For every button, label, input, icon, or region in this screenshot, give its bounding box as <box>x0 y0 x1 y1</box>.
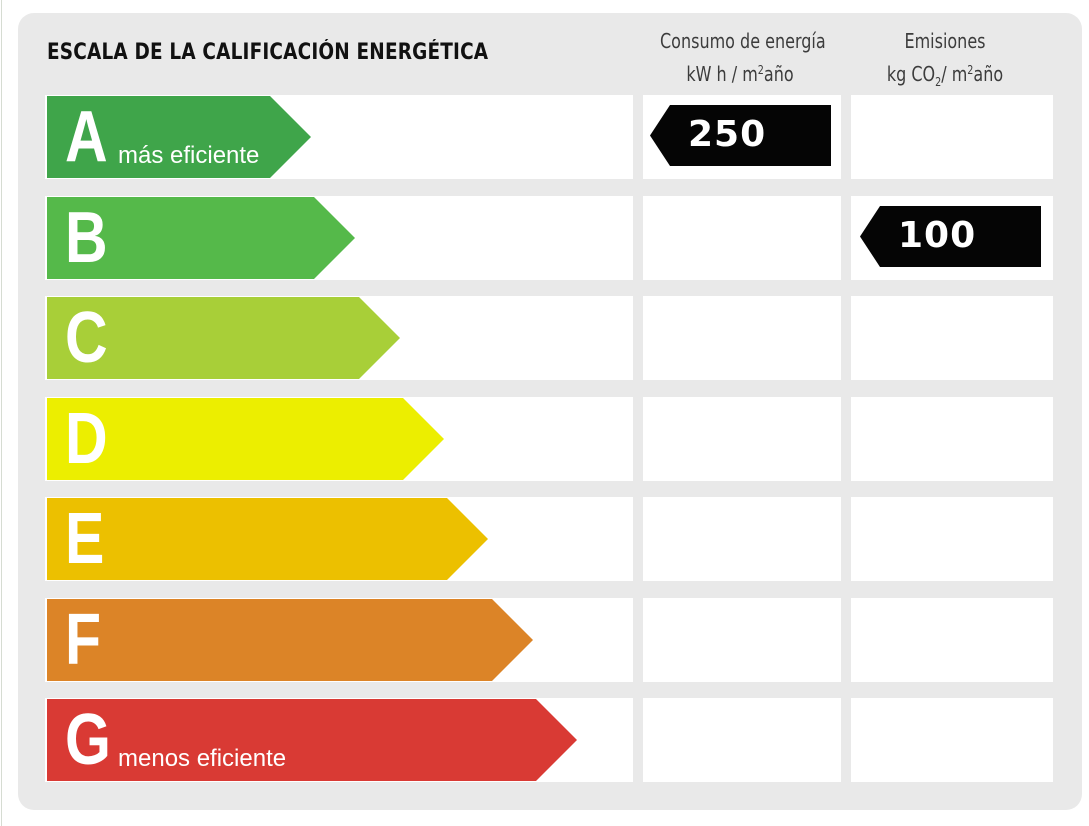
band-letter: C <box>65 298 108 378</box>
consumo-cell-e <box>643 497 841 581</box>
emisiones-rating-arrow: 100 <box>860 206 1041 267</box>
band-letter: F <box>65 600 102 680</box>
band-letter: E <box>65 499 105 579</box>
consumo-cell-b <box>643 196 841 280</box>
band-c: C <box>47 297 400 379</box>
emisiones-cell-d <box>851 397 1053 481</box>
band-letter: G <box>65 700 111 780</box>
column-header-emisiones-title: Emisiones <box>904 29 986 53</box>
band-d: D <box>47 398 444 480</box>
band-letter: D <box>65 399 108 479</box>
band-letter: A <box>65 97 108 177</box>
emisiones-cell-c <box>851 296 1053 380</box>
column-header-consumo-unit: kW h / m2año <box>686 62 794 86</box>
emisiones-cell-f <box>851 598 1053 682</box>
band-b: B <box>47 197 355 279</box>
consumo-rating-value: 250 <box>688 114 767 155</box>
consumo-cell-f <box>643 598 841 682</box>
band-note: menos eficiente <box>118 745 287 772</box>
band-letter: B <box>65 198 108 278</box>
left-edge-line <box>1 0 2 826</box>
consumo-rating-arrow: 250 <box>650 105 831 166</box>
emisiones-rating-value: 100 <box>898 215 977 256</box>
emisiones-cell-a <box>851 95 1053 179</box>
scale-title: ESCALA DE LA CALIFICACIÓN ENERGÉTICA <box>47 40 489 65</box>
consumo-cell-g <box>643 698 841 782</box>
column-header-consumo-title: Consumo de energía <box>660 29 826 53</box>
consumo-cell-c <box>643 296 841 380</box>
column-header-emisiones: Emisiones kg CO2/ m2año <box>865 27 1025 97</box>
band-e: E <box>47 498 488 580</box>
column-header-emisiones-unit: kg CO2/ m2año <box>886 62 1004 89</box>
emisiones-cell-e <box>851 497 1053 581</box>
column-header-consumo: Consumo de energía kW h / m2año <box>660 27 826 89</box>
band-f: F <box>47 599 533 681</box>
band-note: más eficiente <box>118 142 260 169</box>
consumo-cell-d <box>643 397 841 481</box>
emisiones-cell-g <box>851 698 1053 782</box>
